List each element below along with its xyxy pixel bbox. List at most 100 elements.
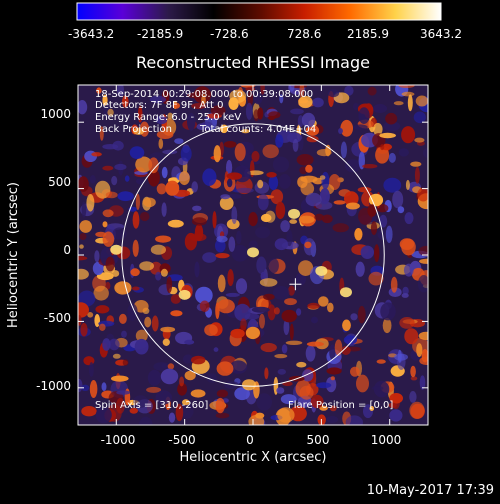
emission-blob [135, 156, 153, 173]
emission-blob [149, 95, 167, 104]
emission-blob [251, 150, 260, 162]
emission-blob [224, 381, 239, 390]
emission-blob [413, 111, 426, 124]
emission-blob [127, 303, 138, 321]
emission-blob [79, 233, 87, 240]
emission-blob [409, 401, 425, 419]
emission-blob [338, 128, 343, 134]
emission-blob [319, 405, 328, 411]
emission-blob [422, 148, 428, 158]
emission-blob [213, 145, 221, 163]
y-tick-label: 1000 [40, 107, 71, 121]
emission-blob [326, 416, 339, 423]
emission-blob [296, 308, 302, 316]
emission-blob [192, 217, 207, 226]
emission-blob [385, 225, 393, 243]
emission-blob [122, 95, 129, 108]
emission-blob [202, 252, 217, 263]
emission-blob [399, 238, 415, 250]
emission-blob [345, 159, 361, 173]
x-axis-tick-marks [115, 85, 391, 425]
emission-blob [133, 395, 149, 408]
emission-blob [226, 172, 243, 180]
emission-blob [161, 202, 167, 217]
emission-blob [274, 238, 289, 251]
annotation-spin-axis: Spin Axis = [310,-260] [95, 400, 208, 411]
hot-spot [315, 265, 328, 276]
emission-blob [379, 214, 388, 228]
emission-blob [341, 346, 351, 355]
emission-blob [273, 307, 280, 315]
emission-blobs [78, 85, 428, 425]
emission-blob [133, 127, 145, 135]
emission-blob [151, 315, 159, 332]
annotation-time-range: 18-Sep-2014 00:29:08.000 to 00:39:08.000 [95, 89, 313, 100]
emission-blob [253, 109, 260, 122]
emission-blob [105, 281, 111, 290]
emission-blob [392, 190, 404, 209]
colorbar-tick-label: -3643.2 [68, 27, 114, 41]
emission-blob [274, 354, 288, 359]
emission-blob [135, 193, 140, 210]
x-tick-label: 1000 [371, 433, 402, 447]
hot-spot [339, 287, 352, 298]
emission-blob [397, 206, 405, 214]
emission-blob [112, 353, 121, 359]
emission-blob [229, 360, 248, 374]
emission-blob [388, 402, 397, 408]
emission-blob [148, 157, 159, 174]
emission-blob [292, 138, 299, 152]
emission-blob [191, 355, 206, 365]
emission-blob [283, 319, 290, 336]
image-map [78, 85, 428, 425]
emission-blob [153, 362, 171, 371]
emission-blob [332, 223, 349, 233]
emission-blob [215, 253, 230, 259]
flare-position-marker [289, 278, 302, 291]
emission-blob [102, 338, 111, 351]
emission-blob [277, 368, 286, 375]
colorbar-tick-label: -2185.9 [137, 27, 183, 41]
emission-blob [111, 175, 118, 186]
emission-blob [111, 375, 129, 382]
emission-blob [404, 328, 419, 345]
colorbar-tick-label: -728.6 [210, 27, 249, 41]
emission-blob [242, 379, 256, 391]
emission-blob [299, 385, 314, 400]
emission-blob [345, 415, 363, 425]
emission-blob [374, 244, 380, 263]
emission-blob [155, 271, 162, 281]
emission-blob [357, 305, 366, 324]
emission-blob [305, 124, 320, 136]
plot-title: Reconstructed RHESSI Image [136, 53, 370, 72]
emission-blob [370, 221, 378, 236]
emission-blob [368, 193, 384, 207]
emission-blob [340, 141, 347, 159]
emission-blob [417, 187, 428, 202]
emission-blob [78, 268, 89, 280]
emission-blob [352, 103, 360, 111]
emission-blob [247, 90, 254, 107]
emission-blob [266, 172, 277, 178]
emission-blob [289, 323, 294, 341]
emission-blob [192, 205, 202, 212]
emission-blob [81, 384, 90, 391]
emission-blob [296, 361, 307, 368]
emission-blob [179, 171, 190, 186]
emission-blob [362, 164, 378, 169]
emission-blob [299, 85, 305, 100]
annotation-total-counts: Total counts: 4.04E+04 [199, 124, 316, 135]
emission-blob [260, 213, 272, 223]
emission-blob [376, 359, 386, 364]
emission-blob [99, 126, 104, 141]
emission-blob [390, 276, 398, 293]
emission-blob [167, 363, 175, 370]
emission-blob [276, 387, 285, 394]
emission-blob [170, 294, 181, 304]
emission-blob [135, 329, 148, 342]
emission-blob [397, 349, 402, 363]
emission-blob [288, 285, 295, 296]
emission-blob [139, 211, 150, 222]
emission-blob [398, 148, 409, 157]
emission-blob [373, 122, 383, 136]
